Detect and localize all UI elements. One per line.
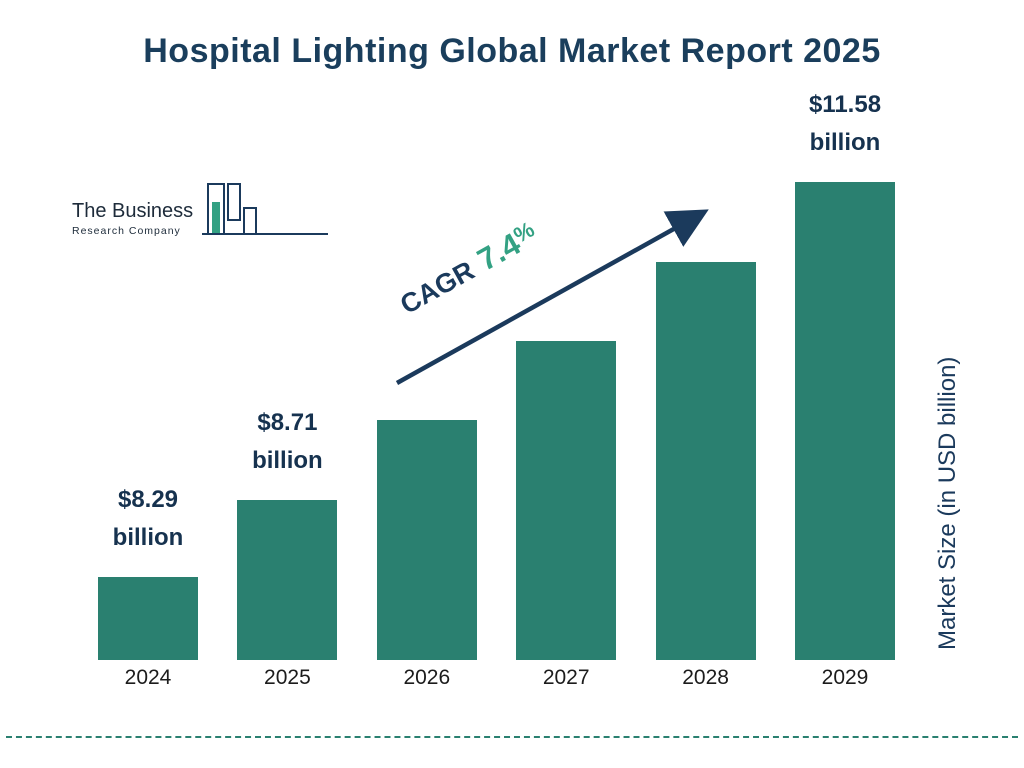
- value-label-2029: $11.58 billion: [755, 86, 935, 162]
- x-tick-2028: 2028: [682, 666, 729, 689]
- x-tick-2026: 2026: [403, 666, 451, 689]
- cagr-label: CAGR7.4%: [393, 216, 544, 321]
- bar-2024: [98, 577, 198, 660]
- bar-2028: [655, 262, 756, 660]
- x-tick-2029: 2029: [821, 666, 869, 689]
- value-amount: $8.71: [257, 409, 318, 436]
- value-label-2024: $8.29 billion: [58, 481, 238, 557]
- bar-2027: [516, 341, 617, 660]
- value-label-2025: $8.71 billion: [197, 404, 377, 480]
- value-unit: billion: [809, 129, 881, 156]
- cagr-prefix: CAGR: [395, 255, 480, 320]
- logo-line1: The Business: [72, 200, 194, 222]
- value-amount: $8.29: [117, 486, 179, 513]
- company-logo: The Business Research Company: [72, 182, 328, 252]
- value-unit: billion: [252, 447, 323, 474]
- logo-bars-icon: [200, 182, 330, 249]
- x-tick-2024: 2024: [124, 666, 172, 689]
- bar-2029: [795, 182, 895, 660]
- bottom-dashed-divider: [6, 736, 1018, 738]
- bar-2026: [376, 420, 477, 660]
- value-unit: billion: [112, 524, 184, 551]
- logo-line2: Research Company: [72, 225, 181, 237]
- value-amount: $11.58: [808, 91, 882, 118]
- company-logo-text: The Business Research Company: [72, 200, 193, 237]
- bar-2025: [237, 500, 338, 660]
- x-tick-2027: 2027: [542, 666, 590, 689]
- x-tick-2025: 2025: [264, 666, 311, 689]
- page-title: Hospital Lighting Global Market Report 2…: [143, 32, 881, 70]
- y-axis-label: Market Size (in USD billion): [934, 356, 961, 650]
